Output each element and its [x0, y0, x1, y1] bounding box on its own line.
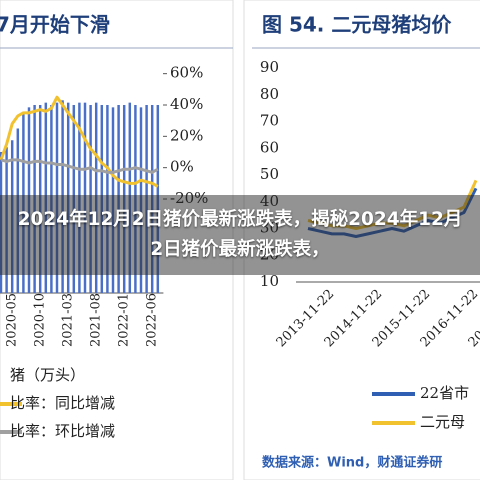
y-tick-label: 80 [260, 85, 279, 103]
y-tick-label: 0% [170, 158, 194, 176]
y-tick-label: 70 [260, 112, 279, 130]
line-series [0, 95, 159, 188]
y-tick-label: 40% [170, 95, 203, 113]
headline: 2024年12月2日猪价最新涨跌表，揭秘2024年12月2日猪价最新涨跌表， [17, 209, 463, 260]
legend-label: 猪（万头） [10, 366, 85, 384]
x-tick-label: 2022-06 [145, 293, 160, 347]
source-note: 数据来源：Wind，财通证券研 [262, 455, 442, 471]
chart-title: 7月开始下滑 [0, 13, 110, 37]
chart-title: 图 54. 二元母猪均价 [262, 13, 452, 37]
x-tick-label: 2021-03 [61, 293, 76, 347]
y-tick-label: 60% [170, 64, 203, 82]
y-tick-label: 90 [260, 58, 279, 76]
x-tick-label: 2021-08 [89, 293, 104, 347]
legend-label: 22省市 [420, 384, 469, 402]
y-tick-label: 60 [260, 138, 279, 156]
x-tick-label: 2020-10 [33, 293, 48, 347]
y-tick-label: 50 [260, 165, 279, 183]
legend-label: 二元母 [420, 413, 465, 431]
legend-label: 比率：环比增减 [10, 422, 115, 440]
x-tick-label: 2020-05 [5, 293, 20, 347]
overlay-band: 2024年12月2日猪价最新涨跌表，揭秘2024年12月2日猪价最新涨跌表， [0, 195, 480, 275]
y-tick-label: 20% [170, 126, 203, 144]
y-tick-label: 10 [260, 272, 279, 290]
x-tick-label: 2022-01 [117, 293, 132, 347]
line-series [0, 158, 159, 174]
legend-label: 比率：同比增减 [10, 394, 115, 412]
